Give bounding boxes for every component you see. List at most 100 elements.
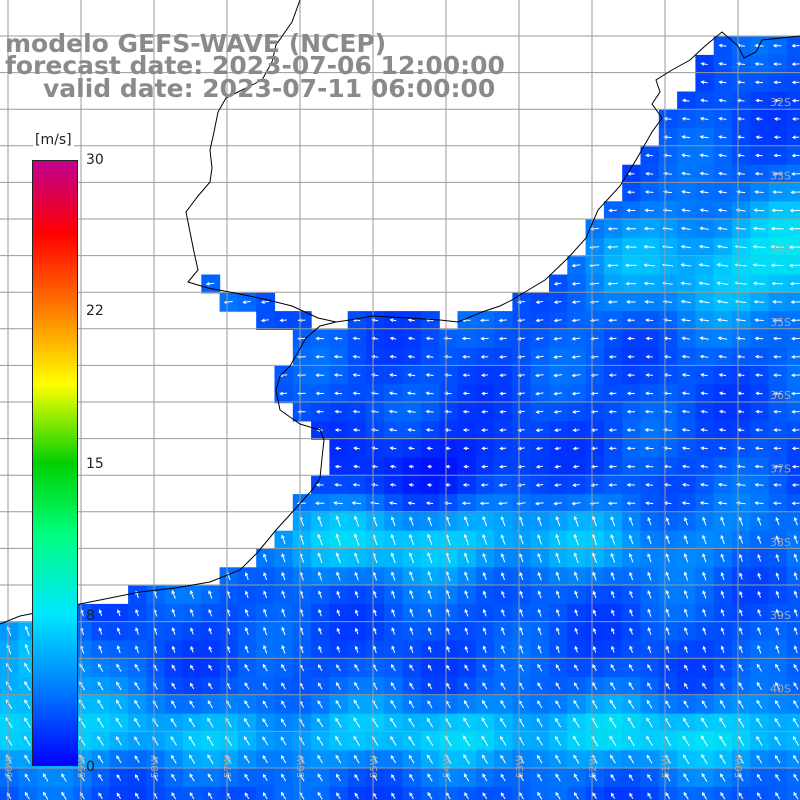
wind-arrow: [663, 391, 672, 396]
wind-arrow: [775, 663, 781, 672]
wind-arrow: [717, 208, 727, 213]
wind-arrow: [207, 773, 214, 782]
wind-arrow: [702, 608, 707, 617]
wind-arrow: [791, 483, 800, 487]
wind-arrow: [262, 755, 268, 764]
wind-arrow: [243, 735, 251, 746]
wind-arrow: [115, 717, 123, 728]
wind-arrow: [535, 355, 544, 359]
lon-label: 56W: [296, 755, 307, 778]
wind-arrow: [645, 318, 654, 323]
wind-arrow: [479, 501, 490, 506]
wind-arrow: [757, 792, 762, 800]
wind-arrow: [646, 735, 653, 747]
wind-arrow: [626, 446, 636, 451]
wind-arrow: [573, 791, 579, 800]
wind-arrow: [755, 117, 763, 121]
wind-cell: [73, 786, 93, 800]
wind-arrow: [738, 663, 744, 672]
wind-arrow: [116, 663, 122, 672]
wind-arrow: [625, 245, 637, 249]
wind-arrow: [571, 336, 581, 341]
wind-arrow: [739, 590, 743, 598]
wind-arrow: [262, 718, 269, 727]
wind-arrow: [407, 501, 415, 506]
wind-arrow: [644, 464, 654, 469]
wind-arrow: [446, 627, 450, 635]
wind-arrow: [407, 428, 416, 432]
wind-arrow: [573, 515, 579, 527]
wind-arrow: [571, 391, 581, 396]
wind-arrow: [626, 190, 635, 195]
wind-arrow: [572, 483, 580, 487]
wind-arrow: [573, 717, 580, 728]
wind-arrow: [463, 754, 470, 765]
wind-arrow: [793, 754, 799, 764]
wind-arrow: [24, 680, 31, 691]
wind-arrow: [263, 572, 268, 581]
wind-arrow: [535, 391, 544, 396]
wind-arrow: [244, 572, 249, 581]
wind-arrow: [665, 571, 670, 581]
wind-arrow: [281, 553, 286, 563]
wind-arrow: [391, 571, 396, 581]
wind-arrow: [189, 589, 195, 599]
wind-arrow: [571, 373, 581, 378]
wind-arrow: [262, 682, 268, 690]
wind-arrow: [608, 446, 617, 451]
wind-arrow: [318, 608, 322, 617]
wind-cell: [732, 786, 751, 800]
wind-arrow: [537, 552, 542, 563]
wind-arrow: [719, 735, 727, 747]
wind-arrow: [681, 171, 691, 176]
wind-arrow: [572, 428, 580, 432]
wind-arrow: [700, 391, 708, 396]
wind-cell: [640, 786, 660, 800]
lat-label: 38S: [770, 536, 791, 549]
wind-arrow: [591, 533, 598, 546]
wind-arrow: [352, 482, 361, 487]
wind-arrow: [535, 446, 543, 451]
wind-arrow: [354, 754, 360, 764]
wind-arrow: [792, 717, 800, 728]
wind-arrow: [756, 699, 763, 709]
wind-arrow: [390, 552, 396, 564]
wind-arrow: [354, 627, 359, 635]
wind-arrow: [263, 553, 268, 563]
wind-arrow: [680, 263, 692, 267]
wind-arrow: [390, 516, 396, 527]
wind-arrow: [427, 700, 433, 709]
wind-arrow: [555, 773, 561, 782]
wind-arrow: [406, 409, 416, 414]
wind-arrow: [791, 409, 800, 414]
wind-arrow: [188, 717, 196, 728]
wind-arrow: [500, 699, 506, 709]
wind-arrow: [408, 483, 415, 487]
wind-arrow: [499, 373, 507, 378]
lat-label: 37S: [770, 463, 791, 476]
wind-arrow: [720, 682, 726, 690]
wind-arrow: [409, 552, 415, 564]
wind-arrow: [519, 534, 524, 545]
wind-arrow: [208, 664, 213, 671]
wind-arrow: [718, 153, 727, 158]
wind-cell: [329, 786, 349, 800]
wind-arrow: [699, 171, 709, 176]
wind-arrow: [555, 754, 561, 764]
wind-arrow: [499, 428, 507, 432]
wind-cell: [786, 603, 800, 623]
wind-arrow: [738, 682, 744, 690]
wind-arrow: [646, 699, 653, 709]
wind-arrow: [463, 699, 470, 709]
wind-arrow: [627, 336, 635, 341]
wind-arrow: [718, 446, 727, 451]
wind-arrow: [519, 553, 524, 563]
wind-vector-field: [5, 43, 800, 800]
wind-arrow: [665, 700, 671, 709]
colorbar-tick-22: 22: [86, 303, 104, 319]
wind-arrow: [756, 773, 762, 782]
wind-arrow: [681, 190, 691, 194]
wind-arrow: [592, 773, 598, 782]
lon-label: 52W: [588, 755, 599, 778]
wind-arrow: [354, 515, 360, 527]
